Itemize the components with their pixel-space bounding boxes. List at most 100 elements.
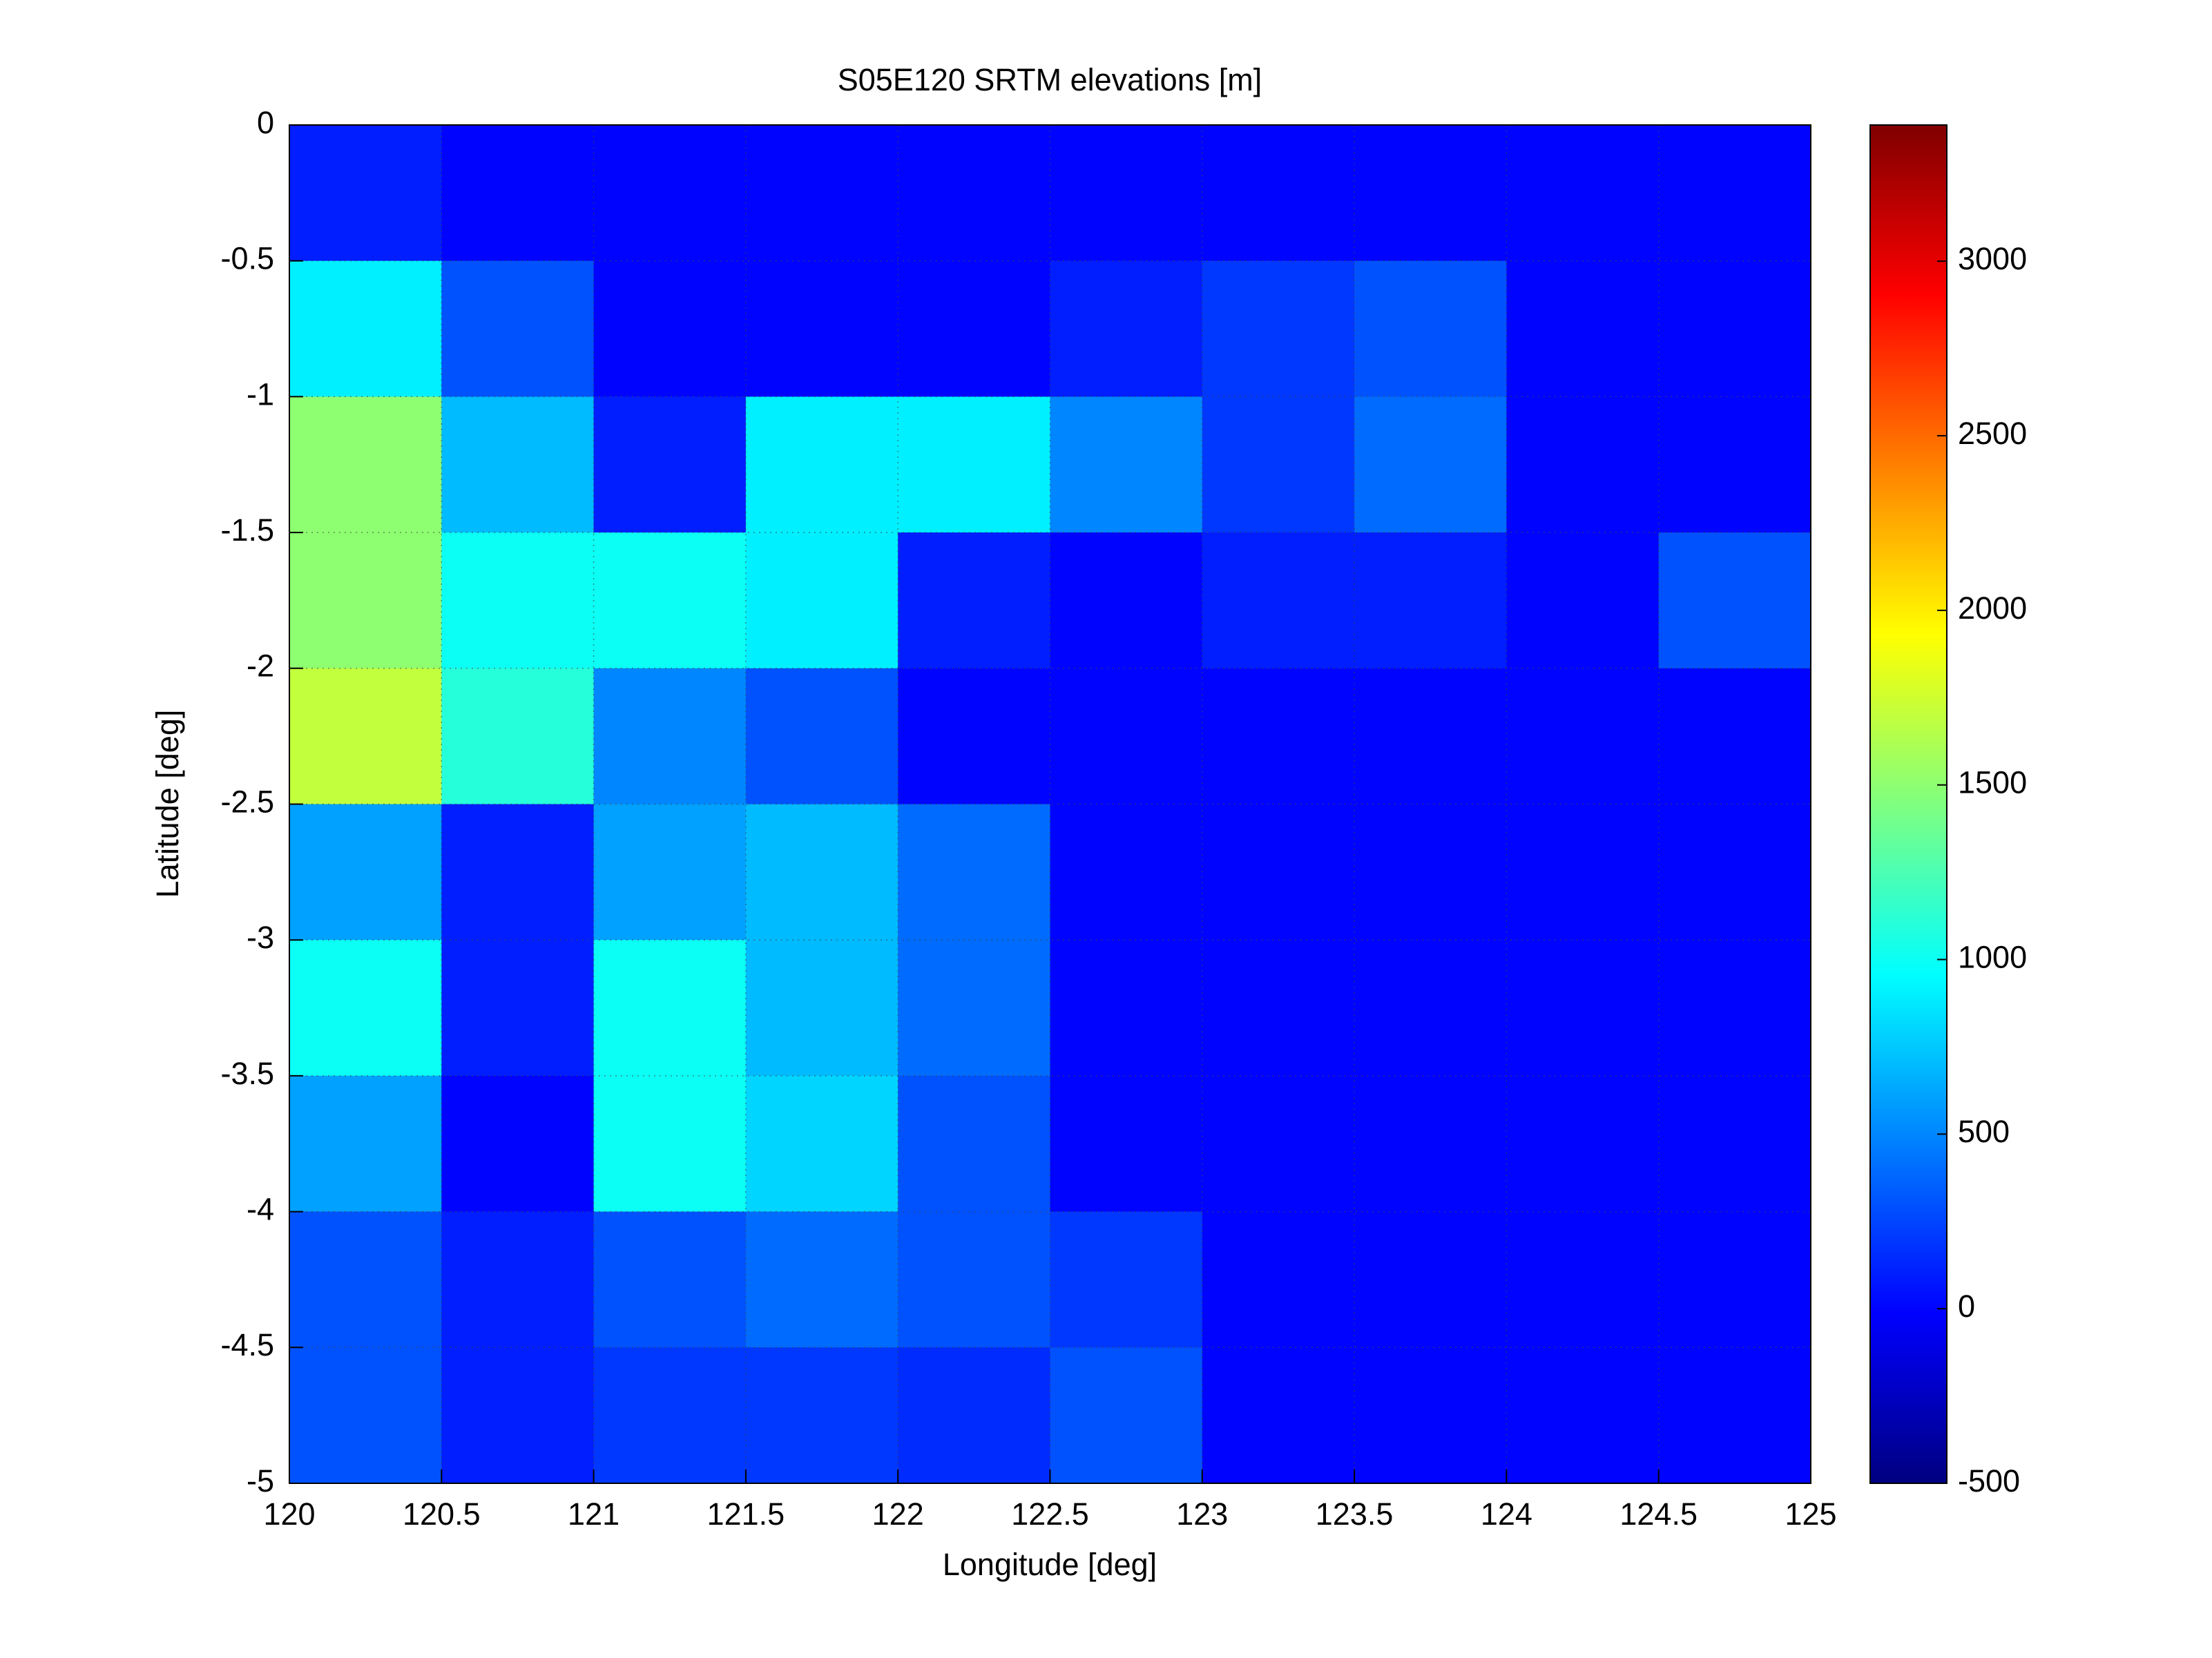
heat-cell (289, 940, 442, 1077)
x-tick-label: 121.5 (707, 1496, 785, 1532)
heat-cell (1354, 940, 1507, 1077)
heat-cell (898, 396, 1050, 533)
heat-cell (593, 396, 747, 533)
x-tick-label: 120.5 (403, 1496, 481, 1532)
heat-cell (289, 668, 442, 804)
y-axis-label: Latitude [deg] (150, 710, 185, 898)
heat-cell (1506, 260, 1660, 397)
heat-cell (1506, 396, 1660, 533)
heat-cell (745, 532, 898, 669)
x-tick-label: 121 (568, 1496, 619, 1532)
y-tick-label: -0.5 (220, 241, 274, 276)
x-tick-label: 124 (1481, 1496, 1532, 1532)
heat-cell (289, 260, 442, 397)
heat-cell (1658, 125, 1811, 262)
heat-cell (745, 396, 898, 533)
colorbar-tick-label: 1000 (1958, 939, 2027, 974)
axes: 120 120.5 121 121.5 122 122.5 123 123.5 124 124.5… (220, 105, 1836, 1532)
heat-cell (1050, 668, 1203, 804)
heat-cell (1202, 260, 1355, 397)
y-tick-label: -1.5 (220, 512, 274, 548)
heat-cell (1202, 668, 1355, 804)
heat-cell (1202, 940, 1355, 1077)
colorbar-tick-label: 3000 (1958, 241, 2027, 276)
heat-cell (1050, 1347, 1203, 1484)
x-axis-label: Longitude [deg] (943, 1547, 1157, 1582)
heat-cell (441, 1075, 595, 1213)
heat-cell (1050, 1075, 1203, 1213)
heat-cell (1050, 940, 1203, 1077)
heat-cell (289, 532, 442, 669)
colorbar-tick-label: 2500 (1958, 416, 2027, 451)
y-tick-label: -4 (247, 1191, 274, 1226)
colorbar-tick-label: 1500 (1958, 765, 2027, 800)
y-tick-label: -3.5 (220, 1056, 274, 1091)
y-tick-label: -3 (247, 920, 274, 955)
heat-cell (441, 532, 595, 669)
heat-cell (1050, 1211, 1203, 1348)
heat-cell (441, 260, 595, 397)
heat-cell (593, 1211, 747, 1348)
heat-cell (593, 532, 747, 669)
heat-cell (1202, 532, 1355, 669)
colorbar (1870, 125, 1947, 1483)
x-tick-label: 124.5 (1619, 1496, 1698, 1532)
heat-cell (898, 804, 1050, 941)
heat-cell (1202, 125, 1355, 262)
heat-cell (1658, 668, 1811, 804)
heat-cell (1658, 532, 1811, 669)
y-tick-label: -2.5 (220, 784, 274, 819)
heat-cell (1050, 532, 1203, 669)
heat-cell (1506, 1075, 1660, 1213)
y-tick-label: -5 (247, 1463, 274, 1498)
heat-cell (1506, 1211, 1660, 1348)
heat-cell (1506, 668, 1660, 804)
heat-cell (593, 260, 747, 397)
heat-cell (441, 125, 595, 262)
heat-cell (593, 804, 747, 941)
heat-cell (1658, 1211, 1811, 1348)
heat-cell (1354, 532, 1507, 669)
heat-cell (898, 940, 1050, 1077)
heatmap (289, 125, 1811, 1484)
heat-cell (1506, 804, 1660, 941)
y-tick-label: -4.5 (220, 1327, 274, 1362)
heat-cell (898, 125, 1050, 262)
heat-cell (289, 1211, 442, 1348)
y-tick-label: -1 (247, 376, 274, 412)
heat-cell (1506, 940, 1660, 1077)
heat-cell (593, 1347, 747, 1484)
heat-cell (745, 804, 898, 941)
heat-cell (898, 260, 1050, 397)
x-tick-label: 123.5 (1316, 1496, 1394, 1532)
heat-cell (1354, 1347, 1507, 1484)
heat-cell (745, 668, 898, 804)
heat-cell (1354, 804, 1507, 941)
heat-cell (1202, 1347, 1355, 1484)
heat-cell (1050, 260, 1203, 397)
heat-cell (1658, 260, 1811, 397)
heat-cell (593, 940, 747, 1077)
heat-cell (1050, 804, 1203, 941)
heat-cell (1050, 125, 1203, 262)
heat-cell (898, 532, 1050, 669)
heat-cell (898, 1075, 1050, 1213)
x-tick-label: 122 (872, 1496, 924, 1532)
heat-cell (1202, 1211, 1355, 1348)
heat-cell (441, 668, 595, 804)
y-tick-label: -2 (247, 648, 274, 684)
heat-cell (898, 1211, 1050, 1348)
heat-cell (745, 940, 898, 1077)
y-tick-label: 0 (257, 105, 274, 140)
plot-frame (289, 124, 1811, 1484)
heat-cell (441, 804, 595, 941)
heat-cell (1354, 125, 1507, 262)
heat-cell (289, 396, 442, 533)
x-tick-label: 125 (1785, 1496, 1836, 1532)
heat-cell (441, 940, 595, 1077)
heat-cell (1354, 1075, 1507, 1213)
heat-cell (1506, 532, 1660, 669)
colorbar-tick-label: 500 (1958, 1114, 2010, 1149)
heat-cell (1506, 125, 1660, 262)
